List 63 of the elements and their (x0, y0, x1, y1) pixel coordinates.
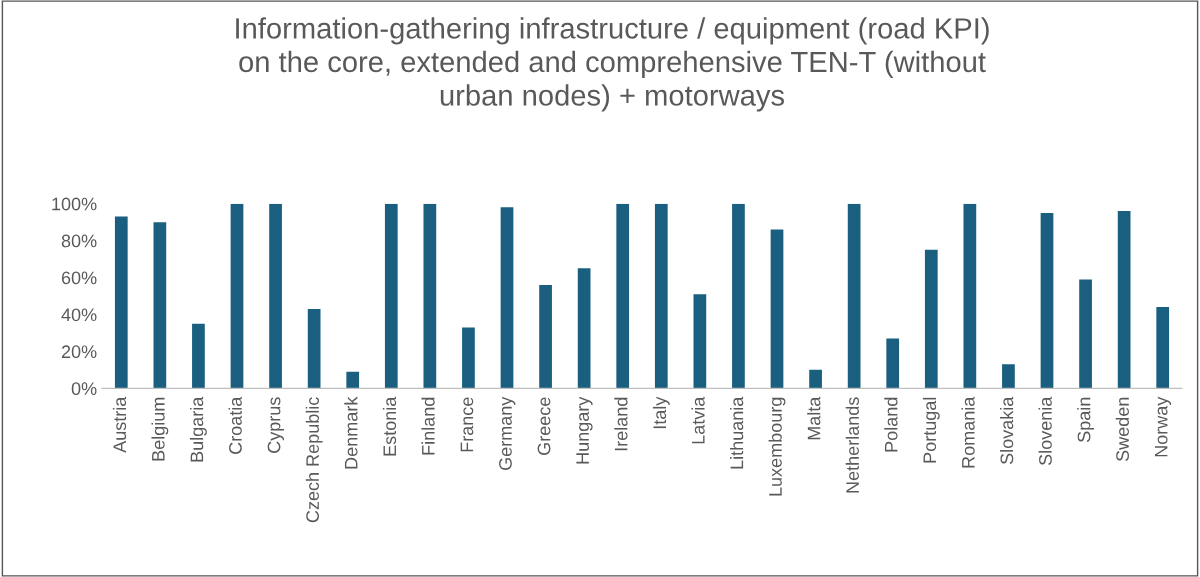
x-tick-label: Netherlands (845, 397, 859, 493)
x-tick-label: Romania (961, 396, 975, 468)
x-tick-label: Croatia (228, 396, 242, 454)
bar (924, 249, 938, 389)
x-tick-label: Denmark (344, 396, 358, 469)
x-tick-label: Bulgaria (190, 396, 207, 462)
bar (616, 203, 630, 389)
bar (732, 203, 745, 389)
bar (384, 203, 398, 389)
bar (1079, 279, 1092, 389)
x-tick-label: Czech Republic (305, 397, 323, 523)
bar (269, 203, 282, 389)
bar (654, 203, 668, 389)
x-tick-label: Estonia (382, 396, 397, 456)
bar (1156, 307, 1170, 389)
y-tick-label: 20% (61, 345, 97, 359)
bar (192, 323, 205, 389)
x-tick-label: Latvia (691, 396, 705, 444)
x-tick-label: Greece (537, 397, 551, 455)
bar (693, 294, 707, 389)
bar (963, 203, 977, 389)
bar (886, 338, 900, 389)
bar (230, 203, 244, 389)
x-tick-label: Germany (499, 396, 516, 470)
x-tick-label: Portugal (922, 397, 940, 463)
x-tick-label: Malta (807, 396, 821, 440)
bar (539, 284, 552, 389)
bar (500, 207, 514, 389)
y-tick-label: 0% (71, 382, 97, 396)
bar (114, 216, 128, 389)
x-tick-label: Cyprus (267, 397, 284, 453)
x-tick-label: Hungary (576, 396, 593, 464)
y-tick-label: 60% (61, 271, 97, 285)
bar (1117, 211, 1131, 389)
x-tick-label: Luxembourg (768, 397, 786, 496)
x-tick-label: Finland (421, 397, 435, 455)
y-tick-label: 80% (61, 234, 97, 248)
x-tick-label: Lithuania (730, 396, 744, 469)
x-tick-label: Spain (1077, 397, 1094, 443)
y-tick-label: 100% (52, 197, 97, 211)
chart-title: Information-gathering infrastructure / equipment (road KPI) on the core, extended and comprehensive TEN-T (without urban nodes) + motorways (236, 17, 989, 112)
x-tick-label: Italy (652, 396, 670, 429)
bar (1002, 364, 1015, 389)
x-tick-label: Slovakia (1000, 396, 1014, 465)
x-tick-label: Belgium (151, 397, 169, 461)
x-tick-label: Norway (1154, 396, 1172, 457)
bar (462, 327, 475, 389)
bar (770, 229, 784, 389)
x-tick-label: Sweden (1115, 397, 1129, 462)
bar (847, 203, 861, 389)
bar (423, 203, 437, 389)
x-tick-label: France (460, 397, 474, 452)
x-tick-label: Slovenia (1038, 396, 1052, 466)
y-tick-label: 40% (61, 308, 97, 322)
bar (1040, 212, 1054, 389)
bar (346, 371, 360, 389)
x-tick-label: Poland (884, 397, 898, 452)
bar (809, 369, 822, 389)
x-tick-label: Ireland (614, 397, 628, 451)
x-tick-label: Austria (112, 396, 127, 453)
bar (307, 308, 321, 389)
bar (153, 222, 167, 389)
bar (577, 268, 591, 389)
